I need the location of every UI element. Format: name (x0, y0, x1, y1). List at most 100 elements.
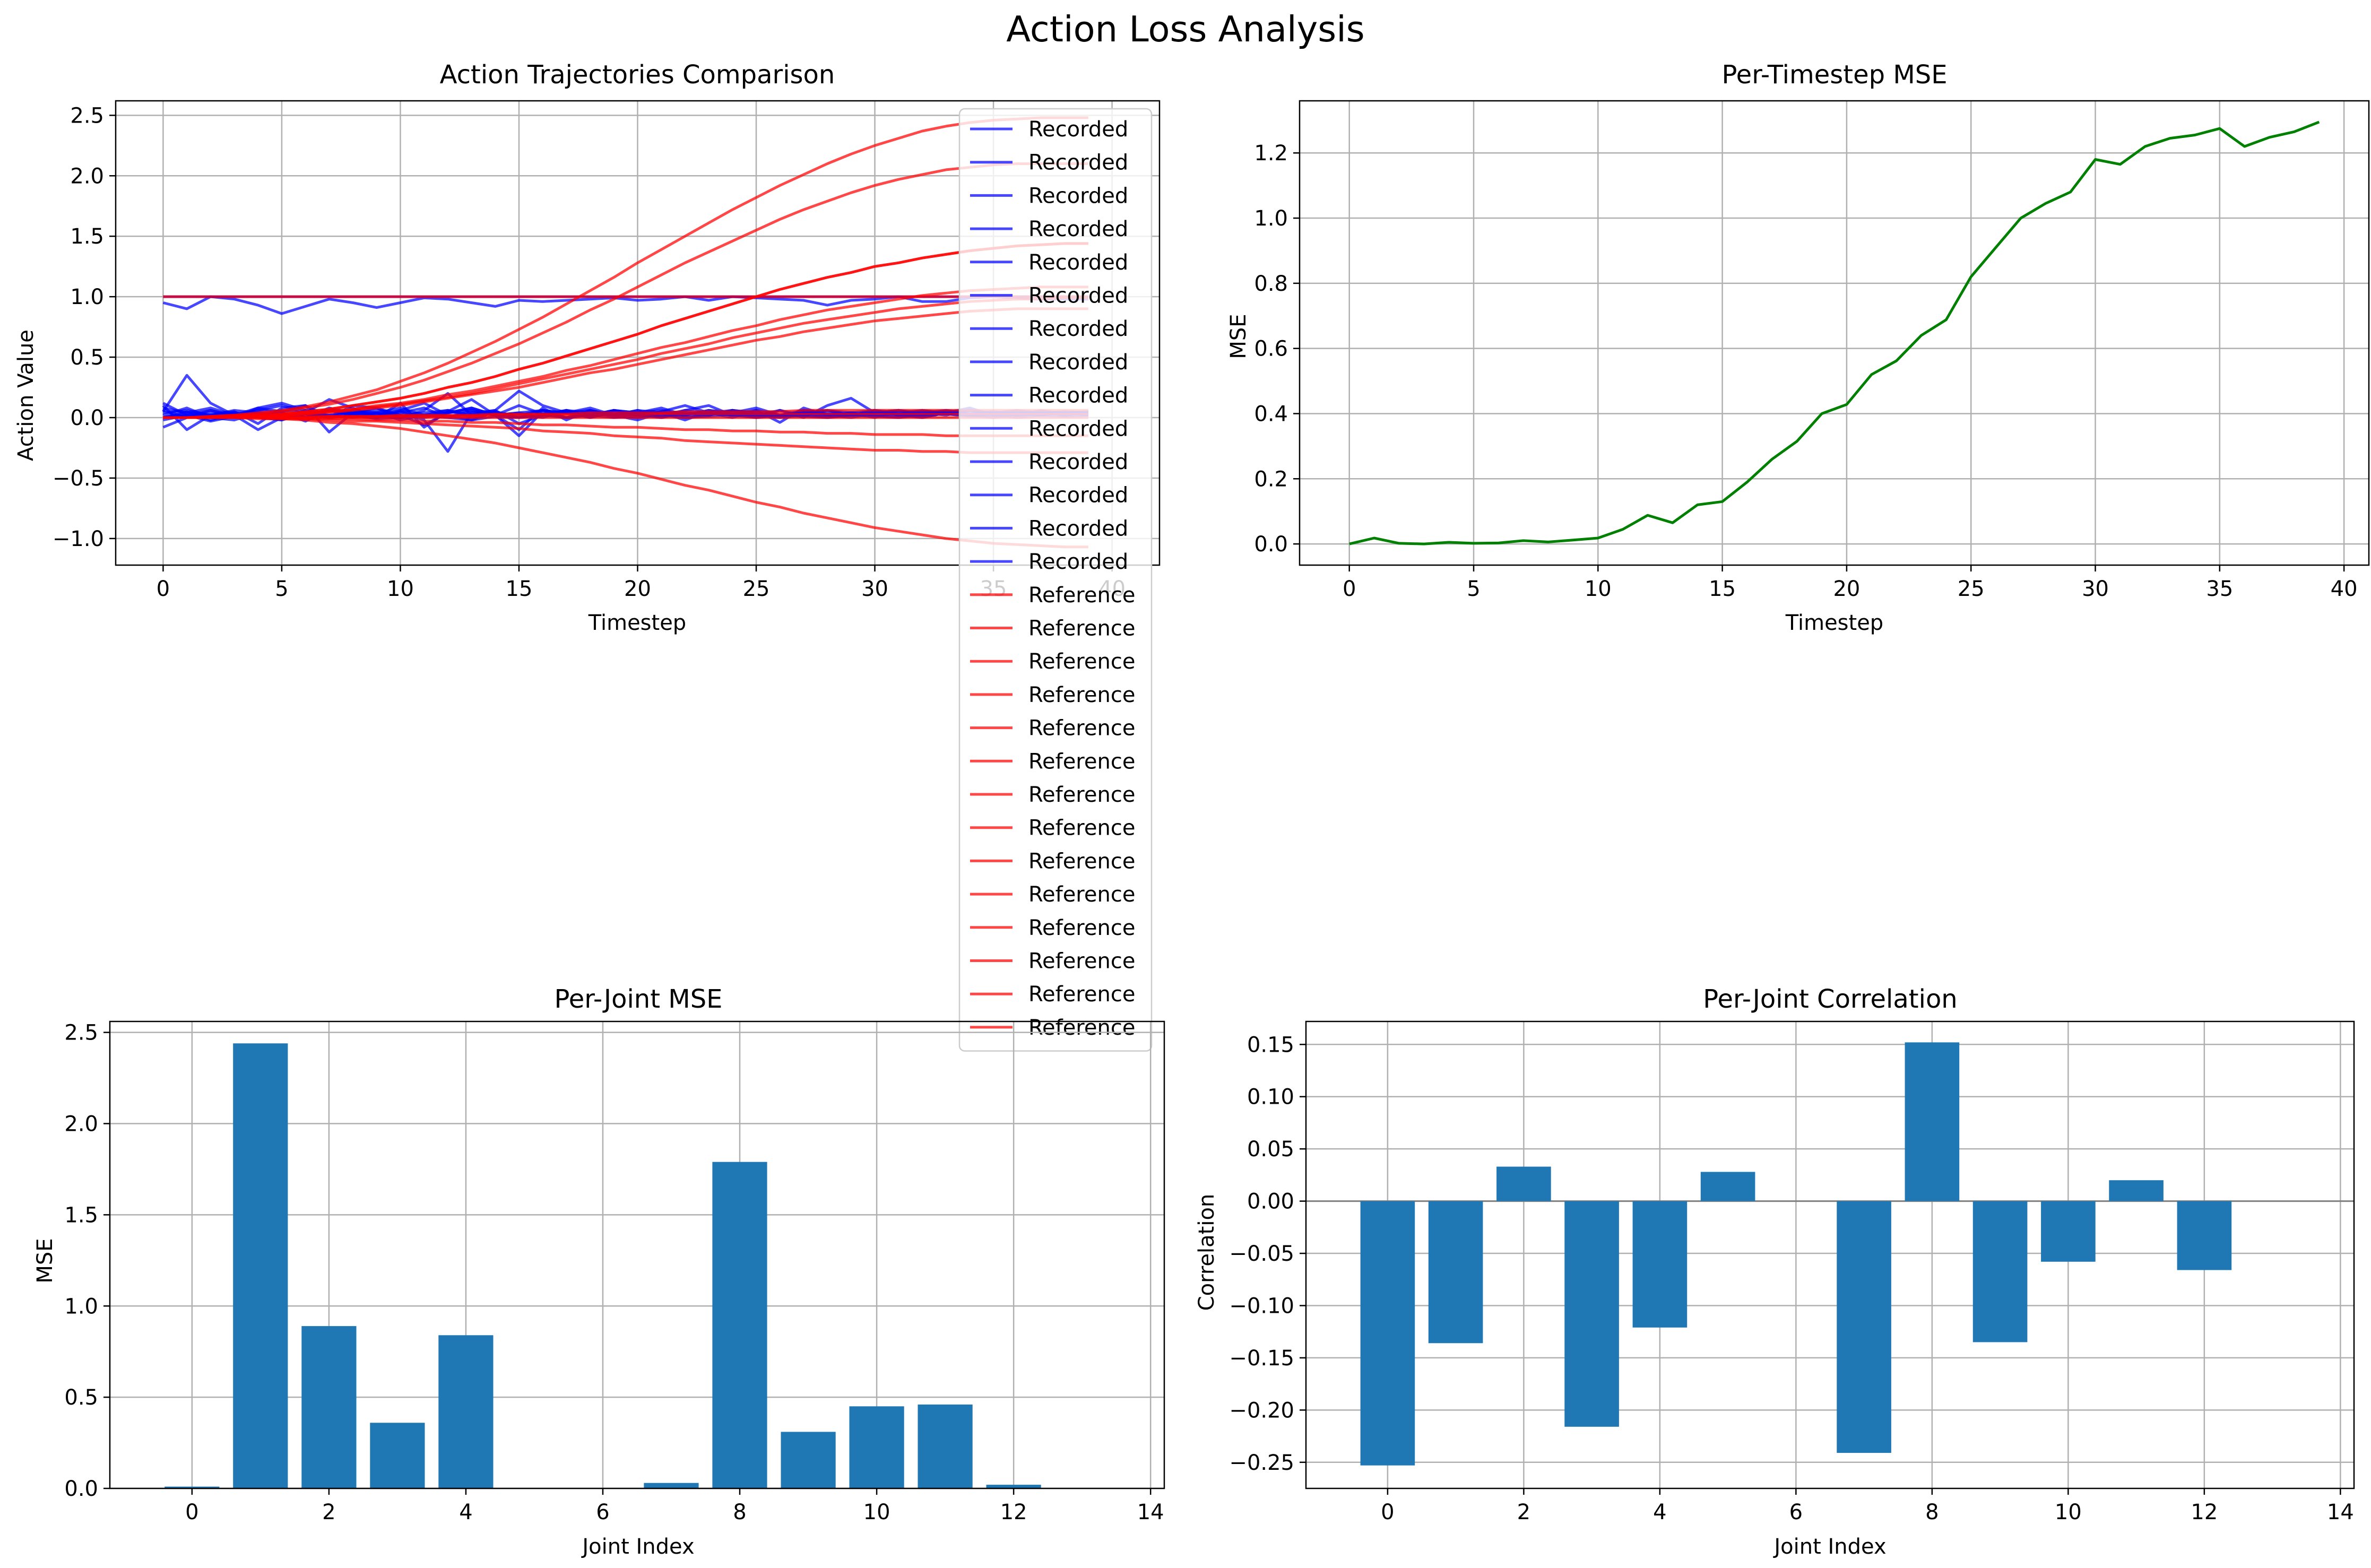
x-tick-label: 15 (506, 577, 533, 601)
axes-frame (115, 100, 1161, 566)
x-axis-label: Timestep (588, 611, 686, 635)
bar (2177, 1201, 2232, 1270)
bar (1632, 1201, 1688, 1328)
y-tick-label: 1.0 (70, 285, 104, 309)
x-tick-label: 2 (1517, 1500, 1530, 1524)
bar (1564, 1201, 1619, 1427)
y-tick-label: 0.5 (64, 1385, 98, 1410)
bar (165, 1486, 220, 1488)
y-tick-label: 0.5 (70, 345, 104, 370)
x-tick-label: 2 (322, 1500, 335, 1524)
y-tick-label: 0.0 (1254, 532, 1288, 557)
x-tick-label: 0 (157, 577, 170, 601)
y-tick-label: 0.6 (1254, 337, 1288, 361)
panel-per-joint-mse: Per-Joint MSE Joint Index MSE 0 2 4 6 8 10 12 1… (33, 984, 1165, 1559)
x-tick-label: 0 (185, 1500, 198, 1524)
bar (233, 1043, 288, 1489)
x-tick-label: 40 (2331, 577, 2358, 601)
mse-line (1349, 120, 2320, 545)
x-tick-label: 10 (387, 577, 414, 601)
x-tick-label: 14 (1137, 1500, 1164, 1524)
bar (370, 1423, 425, 1489)
x-tick-label: 20 (1833, 577, 1860, 601)
x-tick-label: 30 (2082, 577, 2109, 601)
x-axis-label: Timestep (1785, 611, 1883, 635)
y-axis-label: Action Value (14, 330, 38, 461)
panel-title: Action Trajectories Comparison (440, 60, 835, 90)
y-tick-label: 1.5 (64, 1203, 98, 1227)
legend-label: Recorded (1028, 317, 1128, 341)
legend-box (958, 108, 1153, 1052)
y-tick-label: 2.5 (64, 1021, 98, 1045)
y-tick-label: 0.10 (1247, 1085, 1294, 1110)
y-tick-label: 1.0 (1254, 206, 1288, 231)
y-tick-label: 2.0 (70, 164, 104, 188)
reference-series-line (163, 242, 1088, 419)
y-tick-label: 0.2 (1254, 467, 1288, 491)
y-axis-label: Correlation (1195, 1194, 1219, 1311)
bar (1972, 1201, 2028, 1342)
x-tick-label: 30 (861, 577, 888, 601)
y-tick-label: 0.00 (1247, 1190, 1294, 1214)
axes-frame (1305, 1020, 2355, 1489)
bar (301, 1326, 357, 1488)
reference-series-line (163, 307, 1088, 419)
panel-title: Per-Timestep MSE (1721, 60, 1947, 90)
x-tick-label: 0 (1343, 577, 1356, 601)
x-tick-label: 35 (2206, 577, 2233, 601)
y-tick-label: 0.15 (1247, 1033, 1294, 1057)
x-tick-label: 20 (624, 577, 651, 601)
y-axis-label: MSE (1226, 314, 1251, 359)
x-tick-label: 5 (275, 577, 288, 601)
panel-per-joint-correlation: Per-Joint Correlation Joint Index Correl… (1195, 984, 2355, 1559)
recorded-series-line (162, 295, 1088, 315)
panel-title: Per-Joint Correlation (1703, 984, 1957, 1014)
legend: Recorded Recorded Recorded Recorded Recorded… (958, 108, 1153, 1052)
x-tick-label: 5 (1467, 577, 1480, 601)
y-tick-label: 1.5 (70, 224, 104, 249)
bar (986, 1485, 1041, 1488)
y-tick-label: −0.25 (1229, 1451, 1294, 1475)
legend-label: Recorded (1028, 217, 1128, 241)
axes-frame (1299, 100, 2370, 566)
bar (438, 1335, 494, 1489)
x-tick-label: 4 (1653, 1500, 1666, 1524)
legend-label: Recorded (1028, 350, 1128, 375)
bar (1428, 1201, 1483, 1344)
x-tick-label: 14 (2327, 1500, 2354, 1524)
legend-label: Reference (1028, 649, 1135, 674)
legend-label: Reference (1028, 749, 1135, 774)
bar (2041, 1201, 2096, 1262)
legend-label: Reference (1028, 982, 1135, 1007)
legend-label: Reference (1028, 916, 1135, 940)
reference-series-line (163, 416, 1088, 549)
legend-label: Recorded (1028, 417, 1128, 441)
x-tick-label: 0 (1381, 1500, 1394, 1524)
legend-label: Reference (1028, 683, 1135, 707)
y-tick-label: 0.8 (1254, 272, 1288, 296)
bar (2109, 1180, 2164, 1201)
legend-label: Recorded (1028, 483, 1128, 508)
legend-label: Recorded (1028, 284, 1128, 308)
bar (644, 1483, 699, 1488)
bar (918, 1404, 973, 1488)
legend-label: Reference (1028, 849, 1135, 873)
y-tick-label: 1.2 (1254, 141, 1288, 166)
x-tick-label: 6 (1789, 1500, 1803, 1524)
grid (1300, 101, 2369, 565)
axes-frame (109, 1020, 1165, 1489)
legend-label: Reference (1028, 583, 1135, 608)
legend-label: Reference (1028, 783, 1135, 807)
legend-label: Reference (1028, 949, 1135, 974)
y-tick-label: 1.0 (64, 1294, 98, 1319)
x-tick-label: 12 (2191, 1500, 2218, 1524)
y-tick-label: 0.05 (1247, 1137, 1294, 1162)
figure-title: Action Loss Analysis (1006, 8, 1364, 50)
panel-action-trajectories: Action Trajectories Comparison Timestep … (14, 60, 1161, 1052)
legend-label: Recorded (1028, 550, 1128, 574)
y-tick-label: 2.0 (64, 1112, 98, 1137)
legend-label: Recorded (1028, 450, 1128, 474)
bar (1905, 1042, 1960, 1201)
legend-label: Recorded (1028, 516, 1128, 541)
y-axis-label: MSE (33, 1238, 57, 1283)
